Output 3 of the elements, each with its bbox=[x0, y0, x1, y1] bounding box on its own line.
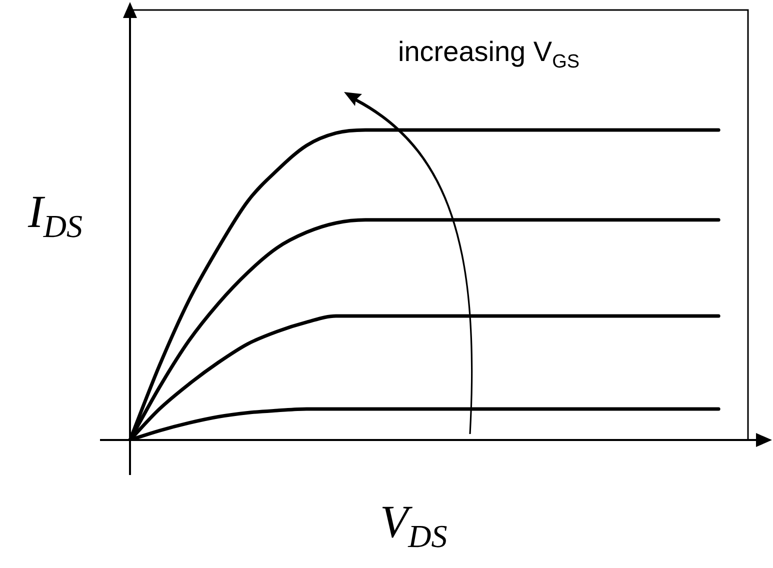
x-axis-title: V$_{DS}$ bbox=[380, 495, 448, 556]
y-axis-title: I$_{DS}$ bbox=[28, 185, 82, 246]
text: increasing V$_{GS}$ bbox=[398, 36, 580, 74]
